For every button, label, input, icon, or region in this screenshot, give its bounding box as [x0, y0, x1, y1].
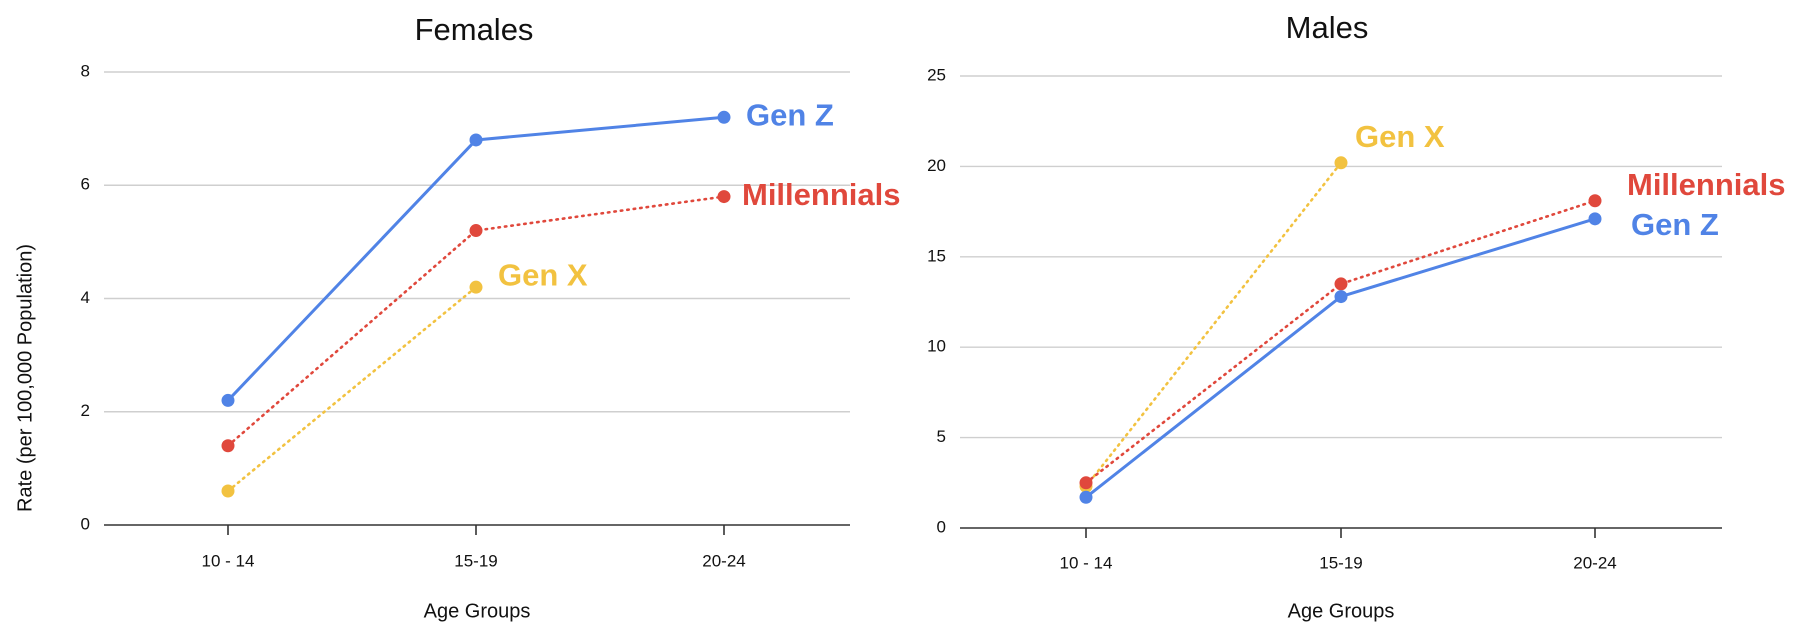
chart-title: Males: [1286, 10, 1369, 45]
x-axis-title: Age Groups: [1288, 600, 1395, 622]
x-tick-label: 15-19: [454, 551, 497, 570]
x-tick-label: 20-24: [1573, 553, 1616, 572]
data-point-gen-z: [1588, 212, 1602, 226]
data-point-gen-z: [469, 133, 483, 147]
series-label-gen-z: Gen Z: [746, 97, 834, 132]
series-label-gen-x: Gen X: [1355, 119, 1445, 154]
chart-title: Females: [415, 12, 534, 47]
y-tick-label: 15: [927, 246, 946, 265]
y-tick-label: 2: [81, 401, 90, 420]
y-tick-label: 6: [81, 175, 90, 194]
data-point-gen-z: [1079, 490, 1093, 504]
series-line-gen-x: [226, 285, 478, 493]
y-tick-label: 0: [81, 514, 90, 533]
y-tick-label: 20: [927, 156, 946, 175]
data-point-gen-z: [221, 393, 235, 407]
y-tick-label: 25: [927, 65, 946, 84]
x-tick-label: 10 - 14: [202, 551, 255, 570]
series-label-gen-x: Gen X: [498, 257, 588, 292]
series-label-gen-z: Gen Z: [1631, 207, 1719, 242]
y-tick-label: 8: [81, 61, 90, 80]
data-point-gen-z: [717, 110, 731, 124]
series-millennials: Millennials: [1079, 167, 1785, 490]
series-label-millennials: Millennials: [1627, 167, 1785, 202]
y-axis-title: Rate (per 100,000 Population): [14, 244, 36, 512]
data-point-millennials: [469, 224, 483, 238]
x-tick-label: 15-19: [1319, 553, 1362, 572]
x-tick-label: 20-24: [702, 551, 745, 570]
y-tick-label: 4: [81, 288, 90, 307]
series-line-millennials: [226, 195, 726, 448]
series-millennials: Millennials: [221, 177, 900, 453]
x-axis-title: Age Groups: [424, 600, 531, 622]
data-point-gen-x: [469, 280, 483, 294]
series-line-gen-z: [1084, 217, 1597, 499]
y-tick-label: 10: [927, 337, 946, 356]
data-point-millennials: [717, 190, 731, 204]
series-gen-z: Gen Z: [1079, 207, 1719, 504]
data-point-gen-x: [1334, 156, 1348, 170]
chart-females: Females 0 2 4 6 8 10 - 14 15-19 20-24 Age Groups R…: [14, 12, 900, 622]
data-point-millennials: [1079, 476, 1093, 490]
chart-males: Males 0 5 10 15 20 25 10 - 14 15-19 20-24 Age Grou…: [927, 10, 1785, 622]
series-gen-x: Gen X: [1079, 119, 1445, 493]
series-line-gen-x: [1084, 161, 1343, 488]
data-point-millennials: [1588, 194, 1602, 208]
x-tick-label: 10 - 14: [1060, 553, 1113, 572]
data-point-millennials: [221, 439, 235, 453]
data-point-millennials: [1334, 277, 1348, 291]
y-tick-label: 5: [937, 427, 946, 446]
series-line-millennials: [1084, 199, 1597, 485]
series-label-millennials: Millennials: [742, 177, 900, 212]
series-gen-z: Gen Z: [221, 97, 834, 407]
series-line-gen-z: [226, 115, 726, 402]
series-gen-x: Gen X: [221, 257, 588, 498]
data-point-gen-x: [221, 484, 235, 498]
data-point-gen-z: [1334, 290, 1348, 304]
y-tick-label: 0: [937, 517, 946, 536]
